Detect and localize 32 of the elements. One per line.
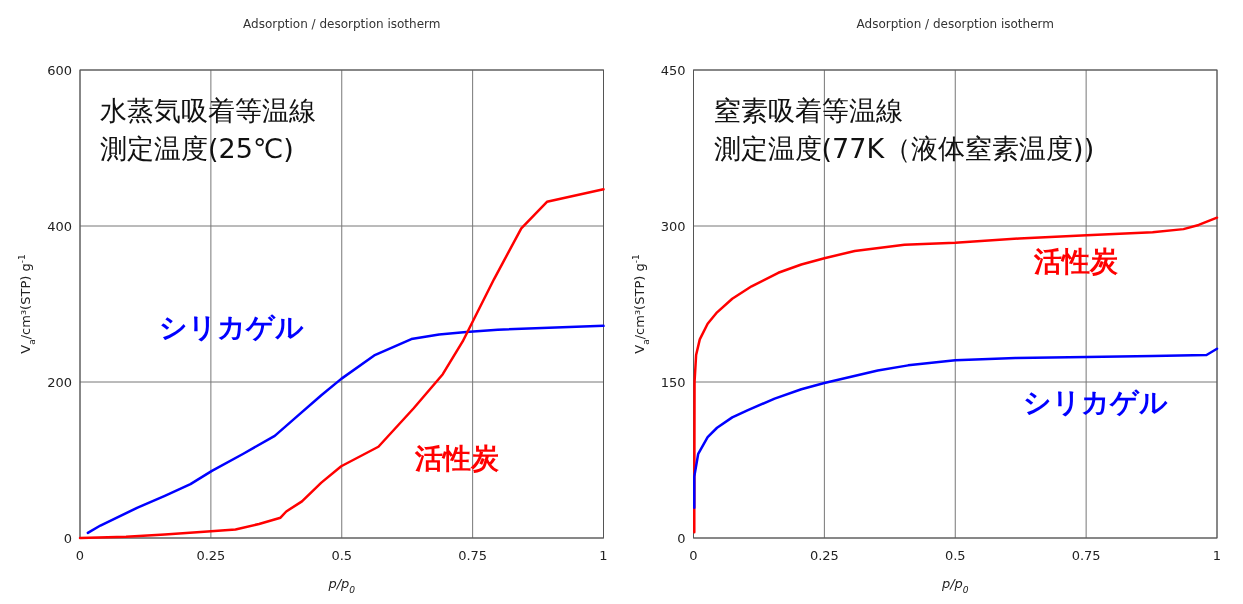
series-label: 活性炭: [414, 441, 500, 475]
x-tick-label: 0: [689, 548, 698, 563]
line-series: [693, 347, 1219, 510]
annotation: 測定温度(77K（液体窒素温度)): [713, 133, 1095, 164]
chart-title: Adsorption / desorption isotherm: [243, 17, 441, 31]
x-tick-label: 1: [599, 548, 608, 563]
y-tick-label: 450: [660, 63, 686, 78]
series-label: シリカゲル: [1023, 385, 1169, 419]
series-label: シリカゲル: [158, 310, 304, 344]
x-axis-title: p/p$_{0}$: [327, 576, 356, 595]
x-tick-label: 0.25: [196, 548, 226, 563]
y-tick-label: 150: [660, 375, 686, 390]
x-tick-label: 0.25: [809, 548, 839, 563]
y-tick-label: 0: [63, 531, 72, 546]
annotation: 測定温度(25℃): [100, 133, 294, 164]
x-tick-label: 0.75: [458, 548, 488, 563]
x-tick-label: 0: [75, 548, 85, 563]
chart-title: Adsorption / desorption isotherm: [856, 17, 1054, 31]
y-tick-label: 300: [660, 219, 686, 234]
line-series: [693, 216, 1219, 534]
x-tick-label: 1: [1212, 548, 1222, 563]
series-label: 活性炭: [1032, 245, 1118, 279]
y-tick-label: 200: [47, 375, 72, 390]
y-tick-label: 0: [677, 531, 686, 546]
x-tick-label: 0.5: [331, 548, 353, 563]
x-tick-label: 0.75: [1071, 548, 1101, 563]
y-tick-label: 400: [47, 219, 72, 234]
annotation: 窒素吸着等温線: [713, 95, 903, 126]
annotation: 水蒸気吸着等温線: [100, 95, 316, 126]
x-tick-label: 0.5: [944, 548, 966, 563]
x-axis-title: p/p$_{0}$: [940, 576, 969, 595]
y-tick-label: 600: [47, 63, 72, 78]
